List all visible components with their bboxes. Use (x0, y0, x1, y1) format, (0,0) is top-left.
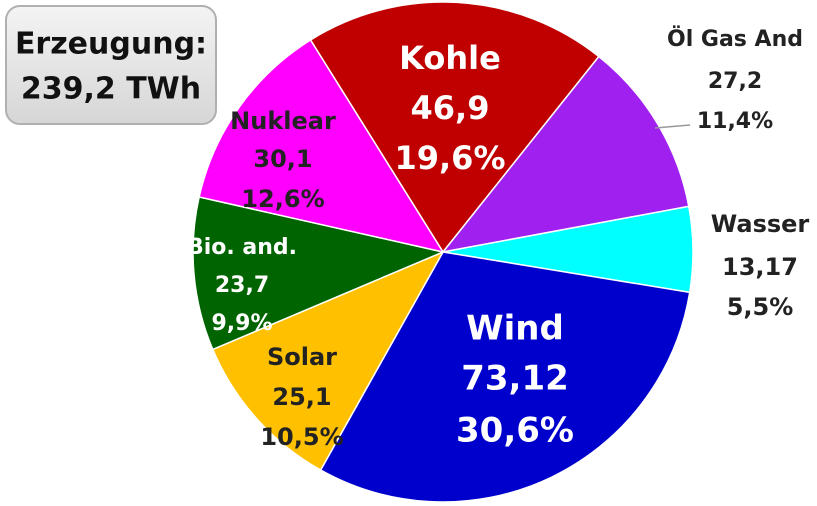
value-label: 30,1 (253, 145, 312, 173)
slice-label: Bio. and. (187, 235, 297, 260)
value-label: 25,1 (272, 383, 331, 411)
percent-label: 5,5% (727, 293, 794, 321)
percent-label: 30,6% (456, 411, 574, 451)
percent-label: 9,9% (211, 311, 272, 336)
slice-label: Wind (466, 309, 564, 349)
value-label: 23,7 (215, 273, 269, 298)
percent-label: 12,6% (241, 185, 324, 213)
annotation-text: Erzeugung: (15, 27, 207, 62)
pie-slice (309, 1, 600, 254)
value-label: 27,2 (708, 69, 762, 94)
pie (192, 1, 694, 503)
slice-label: Solar (267, 343, 337, 371)
percent-label: 11,4% (697, 109, 773, 134)
pie-slice (441, 55, 690, 254)
pie-slice (192, 196, 446, 351)
percent-label: 19,6% (394, 139, 505, 177)
slice-label: Kohle (399, 39, 501, 77)
slice-label: Nuklear (230, 107, 336, 135)
slice-label: Wasser (711, 210, 810, 238)
value-label: 73,12 (461, 359, 569, 399)
percent-label: 10,5% (260, 423, 343, 451)
pie-slice (211, 250, 445, 472)
value-label: 13,17 (722, 253, 798, 281)
value-label: 46,9 (411, 89, 490, 127)
annotation-text: 239,2 TWh (21, 72, 201, 107)
leader-line (654, 124, 691, 129)
annotation-box (5, 5, 217, 125)
pie-slice (319, 251, 691, 503)
pie-slice (198, 38, 445, 254)
slice-label: Öl Gas And (667, 26, 803, 52)
